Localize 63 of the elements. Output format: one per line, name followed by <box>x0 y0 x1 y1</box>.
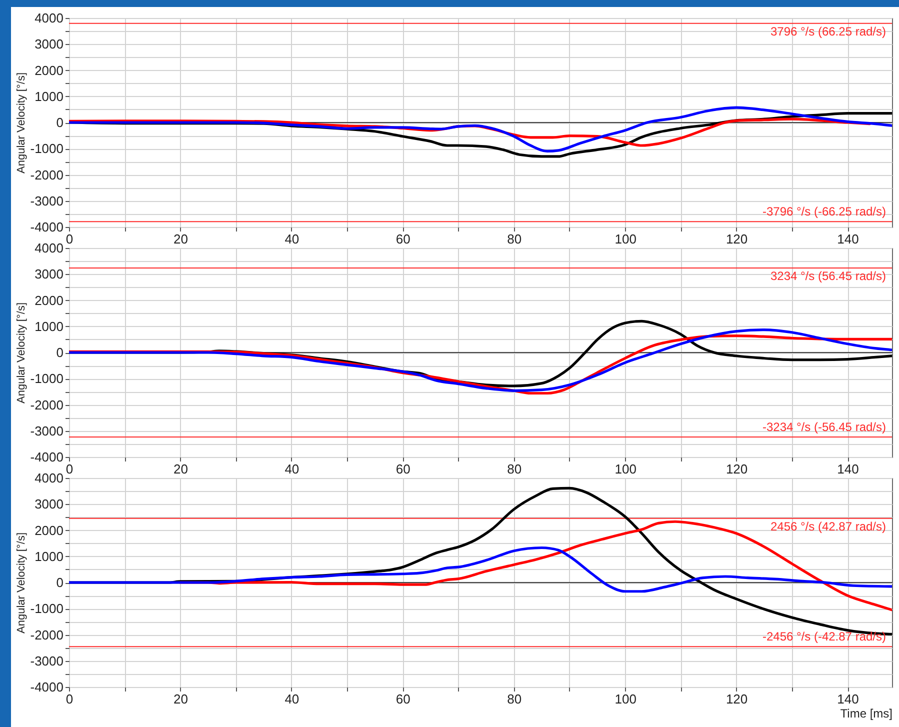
x-tick-label: 140 <box>837 232 859 246</box>
x-tick-label: 20 <box>173 692 188 706</box>
x-tick-label: 120 <box>726 232 748 246</box>
y-tick-label: 4000 <box>34 470 64 486</box>
y-tick-label: -3000 <box>30 193 64 208</box>
x-tick-label: 100 <box>614 462 636 476</box>
y-tick-label: 2000 <box>34 522 64 538</box>
y-tick-label: 2000 <box>34 62 64 78</box>
y-tick-label: 3000 <box>34 36 64 52</box>
x-tick-label: 100 <box>614 692 636 706</box>
y-axis-title: Angular Velocity [°/s] <box>15 532 28 634</box>
x-axis-title: Time [ms] <box>840 706 892 720</box>
ref-line-label: -2456 °/s (-42.87 rad/s) <box>762 630 886 644</box>
y-tick-label: -3000 <box>30 653 64 668</box>
y-tick-label: -3000 <box>30 423 64 438</box>
x-tick-label: 80 <box>507 232 522 246</box>
x-tick-label: 0 <box>66 232 74 246</box>
x-tick-label: 20 <box>173 232 188 246</box>
y-axis-title: Angular Velocity [°/s] <box>15 72 28 174</box>
x-tick-label: 0 <box>66 692 74 706</box>
x-tick-label: 140 <box>837 692 859 706</box>
ref-line-label: 2456 °/s (42.87 rad/s) <box>770 519 886 534</box>
y-tick-label: -2000 <box>30 397 64 412</box>
ref-line-label: -3796 °/s (-66.25 rad/s) <box>762 204 886 219</box>
y-tick-label: -4000 <box>30 450 64 464</box>
x-tick-label: 60 <box>396 692 410 706</box>
y-tick-label: -4000 <box>30 680 64 694</box>
ref-line-label: 3796 °/s (66.25 rad/s) <box>770 24 886 38</box>
line-series <box>69 106 892 153</box>
y-tick-label: 0 <box>56 115 64 130</box>
y-tick-label: 0 <box>56 345 64 360</box>
y-tick-label: 3000 <box>34 496 64 512</box>
y-tick-label: 4000 <box>34 10 64 26</box>
x-tick-label: 60 <box>396 232 410 246</box>
x-tick-label: 0 <box>66 462 74 476</box>
x-tick-label: 40 <box>284 232 300 246</box>
y-tick-label: -2000 <box>30 627 64 642</box>
x-tick-label: 40 <box>284 692 300 706</box>
y-tick-label: 4000 <box>34 240 64 256</box>
y-tick-label: -2000 <box>30 167 64 182</box>
y-tick-label: 2000 <box>34 292 64 308</box>
y-tick-label: 3000 <box>34 266 64 282</box>
y-tick-label: -1000 <box>30 601 64 616</box>
x-tick-label: 40 <box>284 462 300 476</box>
y-tick-label: 1000 <box>34 548 64 564</box>
y-tick-label: 1000 <box>34 318 64 334</box>
x-tick-label: 20 <box>173 462 188 476</box>
x-tick-label: 60 <box>396 462 410 476</box>
x-tick-label: 120 <box>726 692 748 706</box>
y-tick-label: 1000 <box>34 88 64 104</box>
ref-line-label: -3234 °/s (-56.45 rad/s) <box>762 420 886 434</box>
x-tick-label: 100 <box>614 232 636 246</box>
x-tick-label: 140 <box>837 462 859 476</box>
x-tick-label: 120 <box>726 462 748 476</box>
y-tick-label: -4000 <box>30 220 64 234</box>
y-tick-label: -1000 <box>30 371 64 386</box>
x-tick-label: 80 <box>507 692 522 706</box>
y-tick-label: 0 <box>56 575 64 590</box>
x-tick-label: 80 <box>507 462 522 476</box>
ref-line-label: 3234 °/s (56.45 rad/s) <box>770 269 886 284</box>
y-axis-title: Angular Velocity [°/s] <box>15 302 28 404</box>
y-tick-label: -1000 <box>30 141 64 156</box>
line-series <box>69 546 892 593</box>
